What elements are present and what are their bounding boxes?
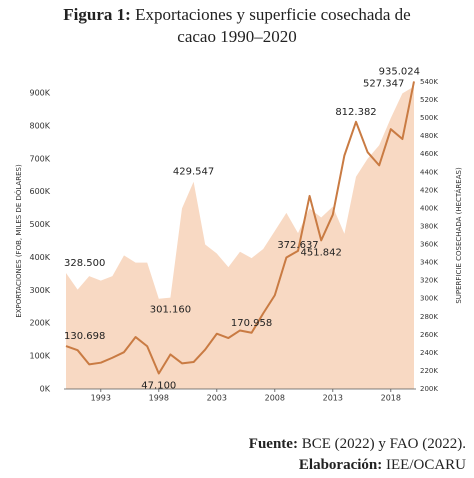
credit-label: Elaboración: (298, 457, 383, 473)
title: Figura 1: Exportaciones y superficie cos… (47, 4, 427, 48)
y-tick-label: 900K (29, 89, 50, 98)
y-axis-label: EXPORTACIONES (FOB, MILES DE DÓLARES) (14, 164, 23, 318)
y-tick-label: 500K (29, 220, 50, 229)
y2-tick-label: 420K (420, 186, 438, 194)
x-tick-label: 2013 (323, 394, 343, 403)
y2-tick-label: 200K (420, 385, 438, 393)
value-label: 935.024 (379, 66, 420, 77)
y2-tick-label: 240K (420, 349, 438, 357)
value-label: 328.500 (64, 258, 105, 269)
y2-tick-label: 280K (420, 313, 438, 321)
value-label: 429.547 (173, 167, 214, 178)
y2-tick-label: 360K (420, 241, 438, 249)
x-tick-label: 1998 (149, 394, 169, 403)
value-label: 301.160 (150, 305, 191, 316)
value-label: 170.958 (231, 318, 272, 329)
y2-tick-label: 340K (420, 259, 438, 267)
x-tick-label: 1993 (91, 394, 111, 403)
x-tick-label: 2003 (207, 394, 227, 403)
y2-tick-label: 440K (420, 168, 438, 176)
y-tick-label: 800K (29, 121, 50, 130)
source-label: Fuente: (248, 436, 298, 452)
value-label: 372.637 (277, 240, 318, 251)
y2-tick-label: 220K (420, 367, 438, 375)
y2-tick-label: 520K (420, 96, 438, 104)
value-label: 130.698 (64, 331, 105, 342)
title-prefix: Figura 1: (63, 5, 131, 24)
area (66, 86, 414, 389)
footer: Fuente: BCE (2022) y FAO (2022). Elabora… (249, 434, 466, 476)
y2-tick-label: 480K (420, 132, 438, 140)
y2-tick-label: 500K (420, 114, 438, 122)
value-label: 47.100 (141, 381, 176, 392)
source: Fuente: BCE (2022) y FAO (2022). (249, 434, 466, 455)
source-text: BCE (2022) y FAO (2022). (301, 436, 466, 452)
y-tick-label: 400K (29, 253, 50, 262)
y2-tick-label: 380K (420, 222, 438, 230)
y2-tick-label: 540K (420, 78, 438, 86)
credit-text: IEE/OCARU (386, 457, 466, 473)
line (65, 81, 415, 375)
y2-tick-label: 260K (420, 331, 438, 339)
y-tick-label: 600K (29, 187, 50, 196)
value-label: 812.382 (335, 107, 376, 118)
y2-tick-label: 460K (420, 150, 438, 158)
title-text: Exportaciones y superficie cosechada de … (135, 5, 411, 46)
y-tick-label: 0K (40, 385, 51, 394)
y2-tick-label: 320K (420, 277, 438, 285)
y2-tick-label: 400K (420, 204, 438, 212)
y-tick-label: 300K (29, 286, 50, 295)
y2-tick-label: 300K (420, 295, 438, 303)
x-tick-label: 2018 (381, 394, 401, 403)
x-tick-label: 2008 (265, 394, 285, 403)
y-tick-label: 100K (29, 352, 50, 361)
value-label: 451.842 (301, 247, 342, 258)
credit: Elaboración: IEE/OCARU (249, 455, 466, 476)
value-label: 527.347 (363, 78, 404, 89)
y-tick-label: 200K (29, 319, 50, 328)
y2-axis-label: SUPERFICIE COSECHADA (HECTÁREAS) (454, 167, 463, 304)
y-tick-label: 700K (29, 154, 50, 163)
